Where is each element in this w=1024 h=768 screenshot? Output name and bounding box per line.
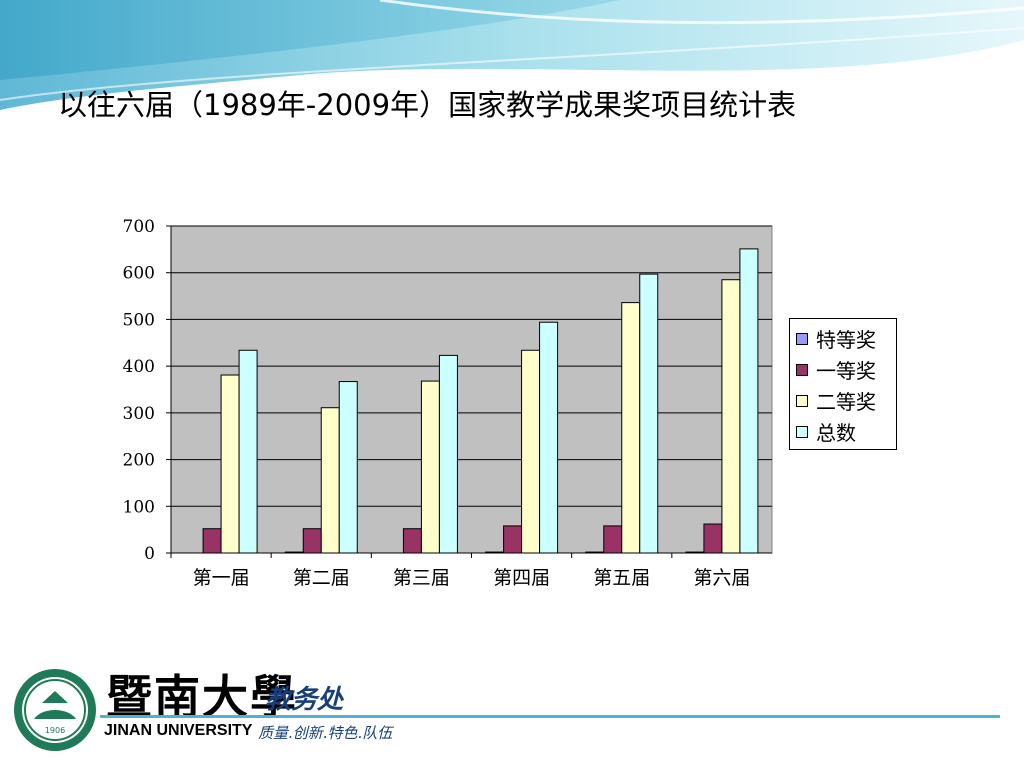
bar-二等奖 <box>621 302 641 554</box>
y-tick-label: 200 <box>123 451 155 471</box>
chart-legend: 特等奖 一等奖 二等奖 总数 <box>789 318 897 450</box>
y-tick-label: 500 <box>123 310 155 330</box>
bar-总数 <box>739 248 759 554</box>
legend-item-second: 二等奖 <box>790 385 896 416</box>
chart-panel: 0 100 200 300 400 500 600 700 第一届 第二届 第三届 第四届 第五届 第六届… <box>99 192 907 617</box>
plot-area <box>170 225 773 554</box>
bar-一等奖 <box>302 528 322 554</box>
motto: 质量.创新.特色.队伍 <box>258 724 393 742</box>
bar-特等奖 <box>585 551 605 554</box>
bar-二等奖 <box>521 349 541 554</box>
bar-总数 <box>639 273 659 554</box>
bar-chart: 0 100 200 300 400 500 600 700 第一届 第二届 第三届 第四届 第五届 第六届 <box>123 217 773 589</box>
legend-swatch <box>796 332 808 345</box>
bar-一等奖 <box>202 528 222 554</box>
bar-二等奖 <box>320 407 340 554</box>
y-tick-label: 700 <box>123 217 155 237</box>
x-tick-label: 第一届 <box>193 567 250 589</box>
bar-二等奖 <box>420 380 440 554</box>
header-wave-banner <box>0 0 1024 110</box>
bar-特等奖 <box>284 551 304 554</box>
x-tick-label: 第三届 <box>393 567 450 589</box>
legend-swatch <box>796 394 808 407</box>
x-tick-label: 第二届 <box>293 567 350 589</box>
university-name-en: JINAN UNIVERSITY <box>104 722 253 739</box>
y-tick-label: 0 <box>144 544 155 564</box>
bar-一等奖 <box>603 525 623 554</box>
y-tick-label: 600 <box>123 264 155 284</box>
slide-title: 以往六届（1989年-2009年）国家教学成果奖项目统计表 <box>58 88 797 122</box>
y-tick-label: 100 <box>123 497 155 517</box>
footer-divider <box>100 715 1000 718</box>
y-tick-label: 300 <box>123 404 155 424</box>
footer: 1906 暨南大學 教务处 JINAN UNIVERSITY 质量.创新.特色.… <box>0 655 1024 768</box>
seal-year: 1906 <box>45 726 65 735</box>
x-tick-label: 第六届 <box>693 567 750 589</box>
university-seal-logo: 1906 <box>14 669 96 751</box>
department-name: 教务处 <box>265 685 344 715</box>
legend-label: 一等奖 <box>816 359 876 383</box>
bar-一等奖 <box>703 523 723 554</box>
x-tick-label: 第五届 <box>593 567 650 589</box>
bar-总数 <box>438 354 458 554</box>
bar-二等奖 <box>721 279 741 554</box>
bar-一等奖 <box>402 528 422 554</box>
bar-总数 <box>238 349 258 554</box>
legend-item-first: 一等奖 <box>790 354 896 385</box>
legend-label: 特等奖 <box>816 328 876 352</box>
legend-swatch <box>796 425 808 438</box>
bar-特等奖 <box>685 551 705 554</box>
bar-总数 <box>338 381 358 554</box>
legend-item-special: 特等奖 <box>790 323 896 354</box>
y-tick-label: 400 <box>123 357 155 377</box>
bar-一等奖 <box>503 525 523 554</box>
bar-特等奖 <box>485 551 505 554</box>
legend-swatch <box>796 363 808 376</box>
legend-label: 总数 <box>816 421 856 445</box>
bar-总数 <box>539 321 559 554</box>
bar-二等奖 <box>220 374 240 554</box>
x-tick-label: 第四届 <box>493 567 550 589</box>
legend-label: 二等奖 <box>816 390 876 414</box>
legend-item-total: 总数 <box>790 416 896 447</box>
